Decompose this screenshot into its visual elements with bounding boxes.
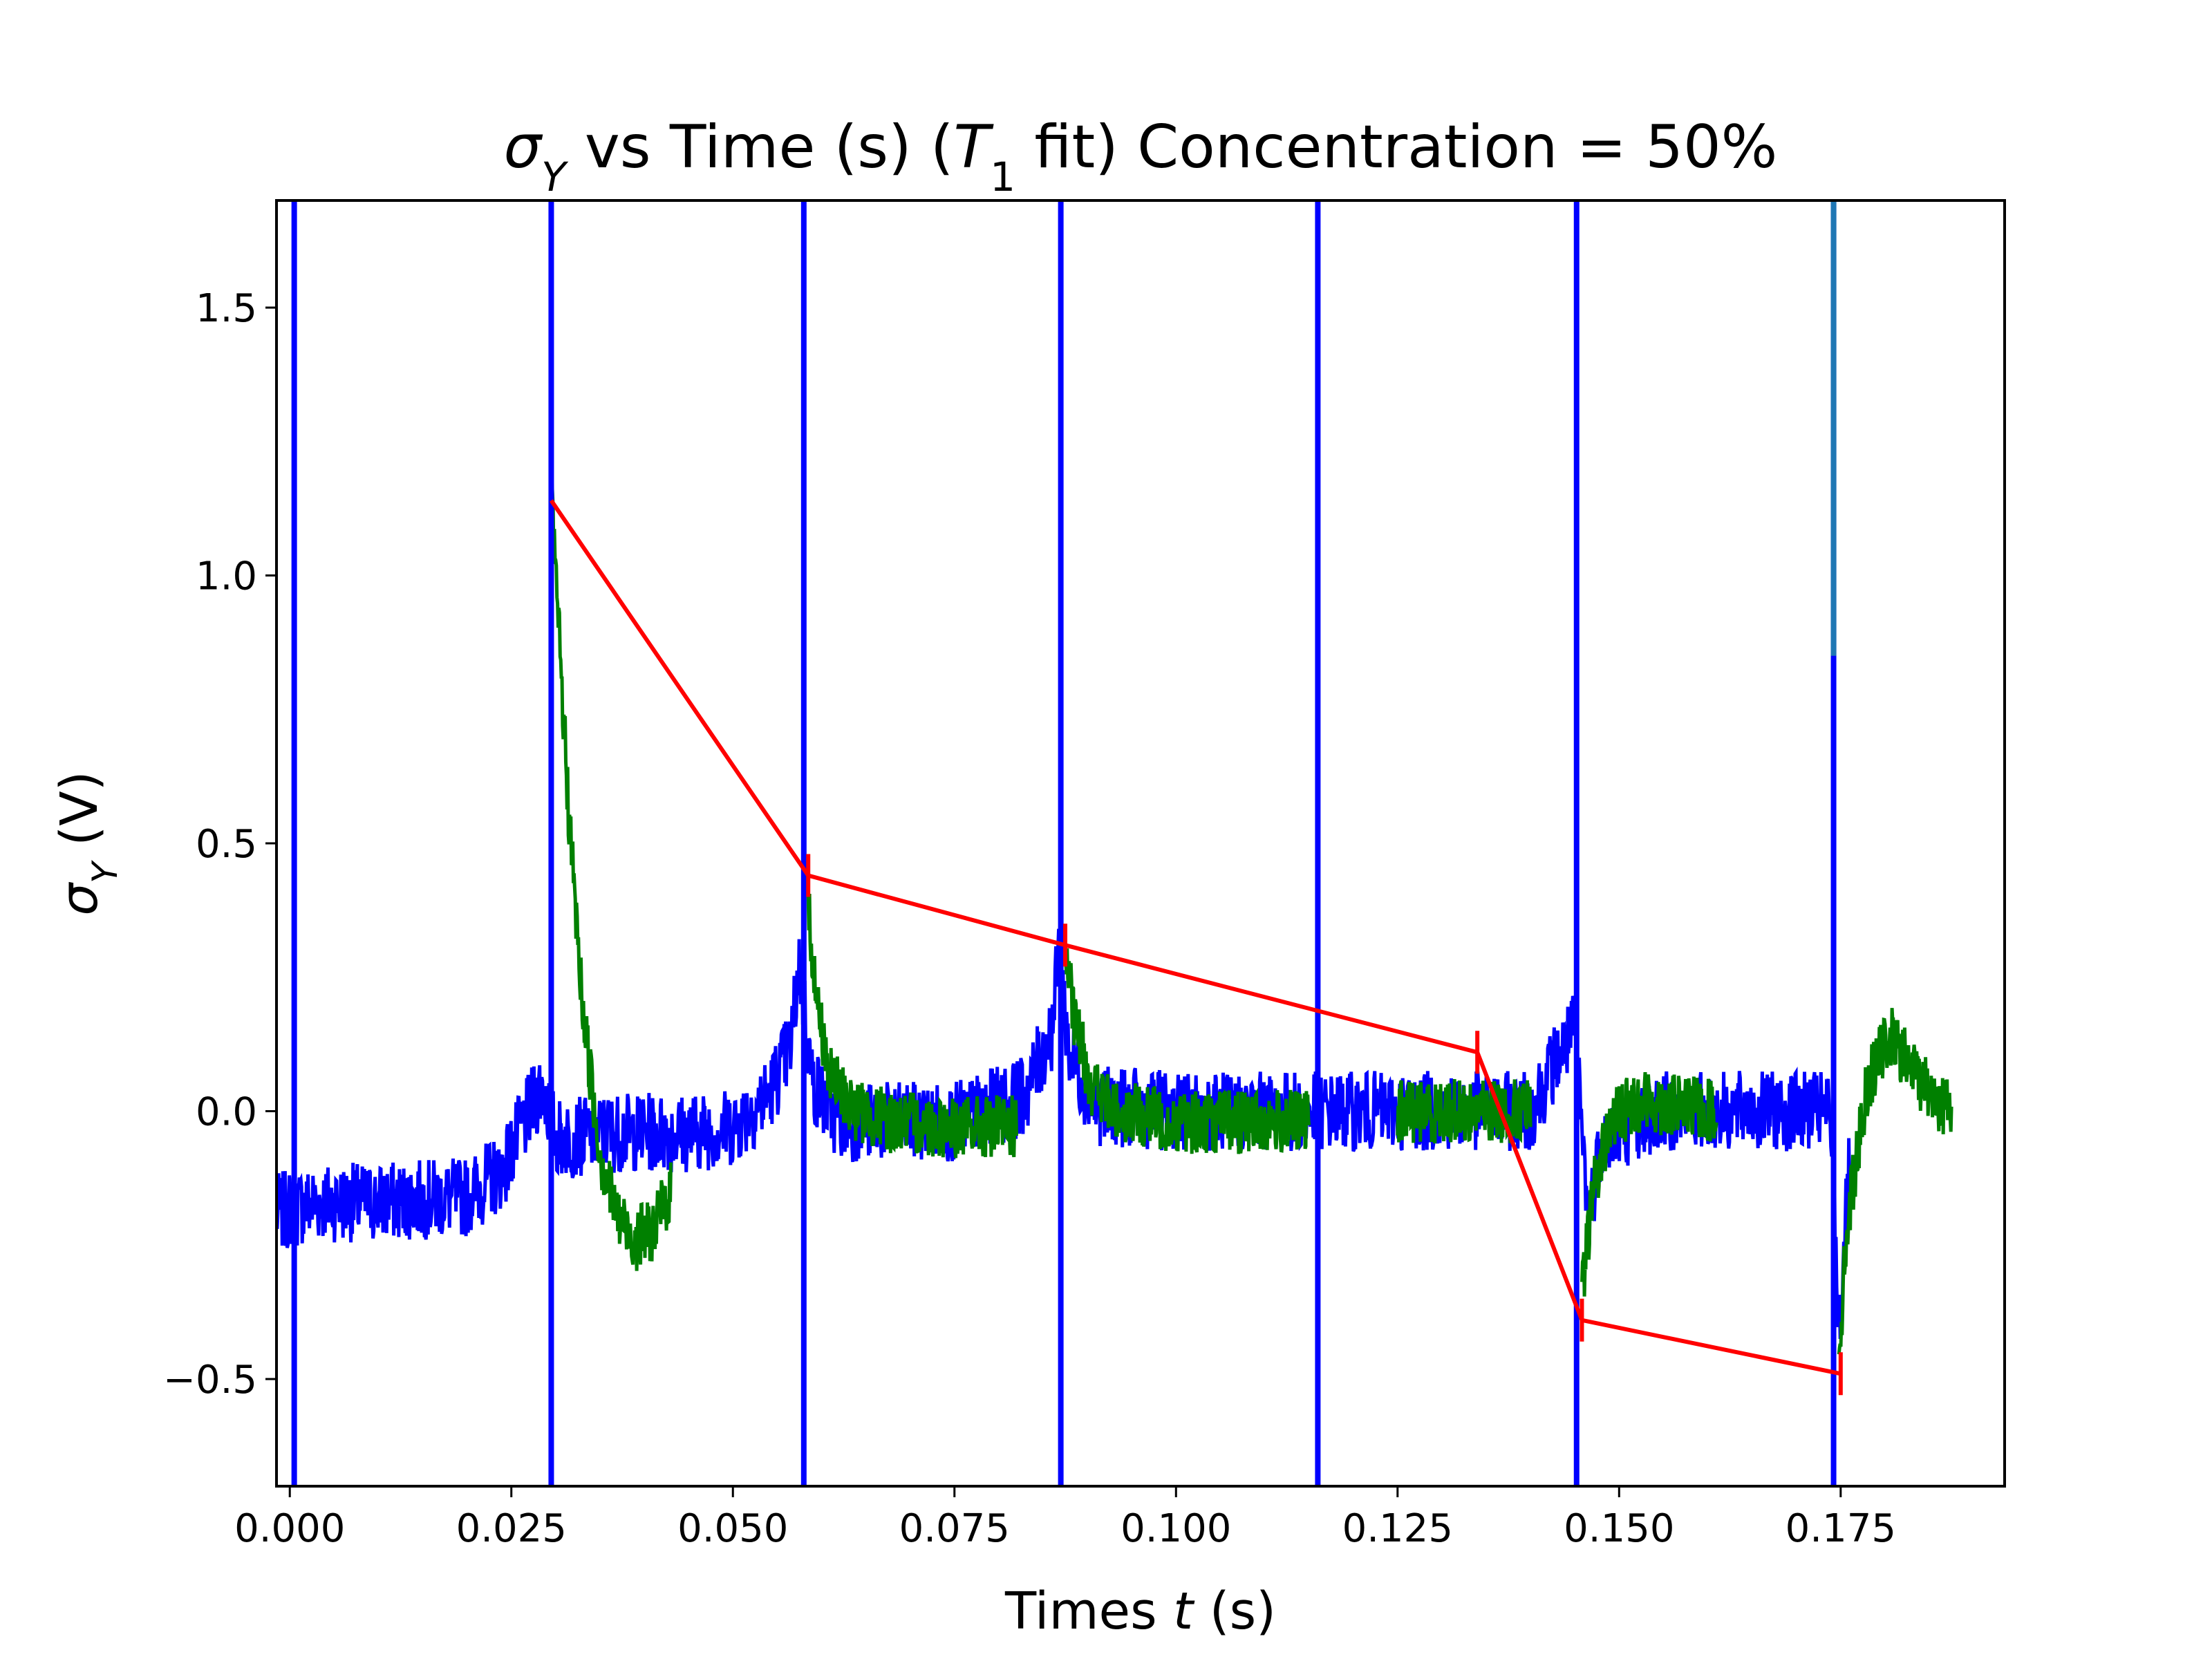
fit-window-segment-0 — [549, 479, 673, 1271]
pulse-spikes — [291, 200, 1837, 1486]
fit-window-segment-4 — [1580, 1071, 1718, 1297]
y-tick-label: 1.5 — [196, 286, 257, 331]
x-tick-label: 0.125 — [1342, 1506, 1453, 1551]
plot-frame — [275, 199, 2006, 1488]
chart-title: σY vs Time (s) (T1 fit) Concentration = … — [504, 113, 1778, 200]
fit-window-segment-1 — [806, 893, 1018, 1159]
x-tick-label: 0.100 — [1121, 1506, 1231, 1551]
y-axis: −0.5 0.0 0.5 1.0 1.5 — [163, 286, 276, 1403]
x-axis-label: Times t (s) — [1004, 1582, 1276, 1641]
fit-line-series — [549, 499, 1843, 1396]
y-tick-label: −0.5 — [163, 1358, 257, 1403]
x-tick-label: 0.050 — [677, 1506, 788, 1551]
x-axis: 0.000 0.025 0.050 0.075 0.100 0.125 0.150 0.175 — [234, 1486, 1896, 1551]
fit-window-segment-2 — [1063, 948, 1311, 1154]
y-tick-label: 1.0 — [196, 554, 257, 599]
x-tick-label: 0.075 — [899, 1506, 1010, 1551]
x-tick-label: 0.150 — [1564, 1506, 1674, 1551]
fit-window-segment-5 — [1837, 1008, 1953, 1355]
y-tick-label: 0.0 — [196, 1090, 257, 1135]
x-tick-label: 0.025 — [456, 1506, 567, 1551]
fit-window-series — [549, 479, 1953, 1355]
plot-area — [276, 200, 1953, 1486]
x-tick-label: 0.000 — [234, 1506, 345, 1551]
fit-line — [549, 499, 1841, 1376]
y-axis-label: σY (V) — [50, 771, 125, 915]
x-tick-label: 0.175 — [1785, 1506, 1896, 1551]
fit-window-segment-3 — [1396, 1079, 1533, 1144]
y-tick-label: 0.5 — [196, 822, 257, 867]
